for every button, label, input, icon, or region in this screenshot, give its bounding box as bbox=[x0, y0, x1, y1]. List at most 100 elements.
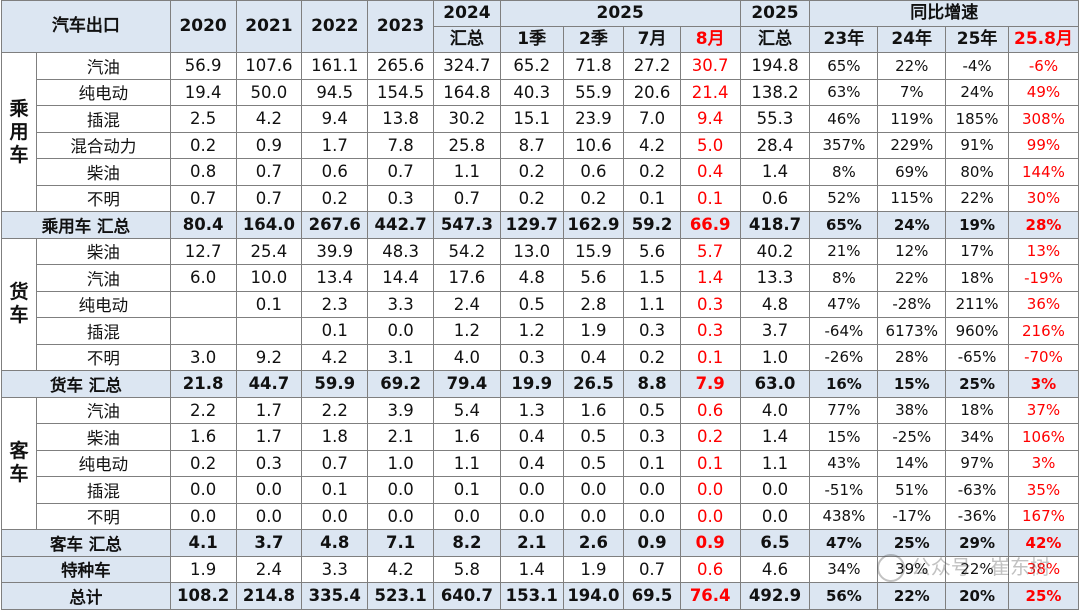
table-cell: 0.6 bbox=[739, 184, 811, 212]
table-cell: 25% bbox=[877, 529, 947, 557]
table-cell: 0.3 bbox=[235, 449, 303, 477]
table-cell: 1.9 bbox=[562, 317, 625, 345]
table-cell: 5.6 bbox=[562, 264, 625, 292]
table-row: 不明 0.0 0.0 0.0 0.0 0.0 0.0 0.0 0.0 0.0 0.0 438% -17%… bbox=[2, 502, 1080, 530]
table-cell: 55.9 bbox=[562, 78, 625, 106]
table-cell: 0.4 bbox=[562, 343, 625, 371]
table-cell: 4.2 bbox=[301, 343, 369, 371]
table-cell: 960% bbox=[945, 317, 1009, 345]
table-cell: 0.6 bbox=[679, 555, 741, 583]
table-cell: 0.5 bbox=[562, 423, 625, 451]
table-cell: 0.7 bbox=[169, 184, 237, 212]
row-label: 总计 bbox=[1, 582, 171, 610]
table-cell: 2.4 bbox=[433, 290, 501, 318]
subtotal-row: 乘用车 汇总 80.4 164.0 267.6 442.7 547.3 129.7 162.9… bbox=[1, 211, 1080, 239]
table-cell: 13.8 bbox=[367, 105, 434, 133]
table-cell: 1.2 bbox=[433, 317, 501, 345]
table-cell: 80% bbox=[945, 158, 1009, 186]
row-label: 柴油 bbox=[35, 423, 171, 451]
table-cell: 5.8 bbox=[433, 555, 501, 583]
table-cell: 4.8 bbox=[301, 529, 369, 557]
table-cell: 1.6 bbox=[433, 423, 501, 451]
row-label: 不明 bbox=[35, 184, 171, 212]
table-cell: 1.7 bbox=[301, 131, 369, 159]
table-cell: 4.8 bbox=[739, 290, 811, 318]
table-cell: 0.0 bbox=[367, 476, 434, 504]
table-cell: 1.3 bbox=[499, 396, 564, 424]
table-cell: -6% bbox=[1007, 52, 1080, 80]
table-cell: 153.1 bbox=[499, 582, 564, 610]
table-cell: 14.4 bbox=[367, 264, 434, 292]
table-cell: 0.2 bbox=[679, 423, 741, 451]
row-group-label: 货车 bbox=[1, 237, 37, 371]
table-cell: 6173% bbox=[877, 317, 947, 345]
table-cell: 4.2 bbox=[235, 105, 303, 133]
table-cell: 56.9 bbox=[169, 52, 237, 80]
table-cell: -17% bbox=[877, 502, 947, 530]
table-cell: 56% bbox=[809, 582, 879, 610]
table-cell: 4.0 bbox=[739, 396, 811, 424]
table-cell: 2.4 bbox=[235, 555, 303, 583]
table-cell: 138.2 bbox=[739, 78, 811, 106]
table-cell: 115% bbox=[877, 184, 947, 212]
table-cell: 0.2 bbox=[562, 184, 625, 212]
table-cell: 5.0 bbox=[679, 131, 741, 159]
table-cell: 0.0 bbox=[235, 502, 303, 530]
table-cell: 47% bbox=[809, 529, 879, 557]
table-cell: 38% bbox=[877, 396, 947, 424]
column-header-bottom: 汇总 bbox=[433, 26, 501, 53]
table-cell: 99% bbox=[1007, 131, 1080, 159]
table-cell: 0.2 bbox=[301, 184, 369, 212]
row-label: 柴油 bbox=[35, 158, 171, 186]
table-cell: 69.5 bbox=[623, 582, 681, 610]
header-row-bottom: 汇总 1季 2季 7月 8月 汇总 23年 24年 25年 25.8月 bbox=[2, 26, 1080, 53]
table-cell: 94.5 bbox=[301, 78, 369, 106]
subtotal-row: 客车 汇总 4.1 3.7 4.8 7.1 8.2 2.1 2.6 0.9 0.9 6.5 47% 25… bbox=[1, 529, 1080, 557]
table-cell: 3.7 bbox=[235, 529, 303, 557]
table-cell: 54.2 bbox=[433, 237, 501, 265]
table-cell: 10.6 bbox=[562, 131, 625, 159]
table-cell: 50.0 bbox=[235, 78, 303, 106]
table-cell: 30% bbox=[1007, 184, 1080, 212]
table-cell bbox=[169, 290, 237, 318]
table-cell: 59.9 bbox=[301, 370, 369, 398]
table-cell: 8.8 bbox=[623, 370, 681, 398]
row-label: 不明 bbox=[35, 343, 171, 371]
subtotal-label: 货车 汇总 bbox=[1, 370, 171, 398]
table-cell: 0.1 bbox=[679, 449, 741, 477]
table-cell: 0.6 bbox=[301, 158, 369, 186]
table-cell: 0.0 bbox=[562, 476, 625, 504]
column-group-label: 2025 bbox=[499, 0, 741, 27]
table-cell: 492.9 bbox=[739, 582, 811, 610]
table-cell: 4.8 bbox=[499, 264, 564, 292]
table-cell: 65% bbox=[809, 52, 879, 80]
table-cell: 22% bbox=[877, 52, 947, 80]
table-cell: 5.6 bbox=[623, 237, 681, 265]
table-cell: 4.2 bbox=[367, 555, 434, 583]
table-cell: 161.1 bbox=[301, 52, 369, 80]
table-cell: 335.4 bbox=[301, 582, 369, 610]
table-row: 插混 0.0 0.0 0.1 0.0 0.1 0.0 0.0 0.0 0.0 0.0 -51% 51% -… bbox=[2, 476, 1080, 504]
table-row: 柴油 1.6 1.7 1.8 2.1 1.6 0.4 0.5 0.3 0.2 1.4 15% -25% 3… bbox=[2, 423, 1080, 451]
table-cell: 0.2 bbox=[499, 158, 564, 186]
special-vehicle-row: 特种车 1.9 2.4 3.3 4.2 5.8 1.4 1.9 0.7 0.6 4.6 34% 39% 2… bbox=[1, 555, 1080, 583]
table-cell: 13.4 bbox=[301, 264, 369, 292]
table-cell: 0.1 bbox=[433, 476, 501, 504]
table-cell: 1.4 bbox=[679, 264, 741, 292]
table-cell: 15.9 bbox=[562, 237, 625, 265]
table-cell: 6.5 bbox=[739, 529, 811, 557]
row-label: 纯电动 bbox=[35, 449, 171, 477]
table-cell: 79.4 bbox=[433, 370, 501, 398]
table-cell: 0.0 bbox=[499, 476, 564, 504]
table-cell: 23.9 bbox=[562, 105, 625, 133]
table-cell: 1.9 bbox=[169, 555, 237, 583]
table-cell: 129.7 bbox=[499, 211, 564, 239]
table-cell: 48.3 bbox=[367, 237, 434, 265]
table-row: 不明 3.0 9.2 4.2 3.1 4.0 0.3 0.4 0.2 0.1 1.0 -26% 28% -… bbox=[2, 343, 1080, 371]
table-cell: 154.5 bbox=[367, 78, 434, 106]
table-cell: 30.7 bbox=[679, 52, 741, 80]
table-cell: 16% bbox=[809, 370, 879, 398]
table-cell: 12% bbox=[877, 237, 947, 265]
table-cell: 15.1 bbox=[499, 105, 564, 133]
table-cell: 0.2 bbox=[169, 449, 237, 477]
